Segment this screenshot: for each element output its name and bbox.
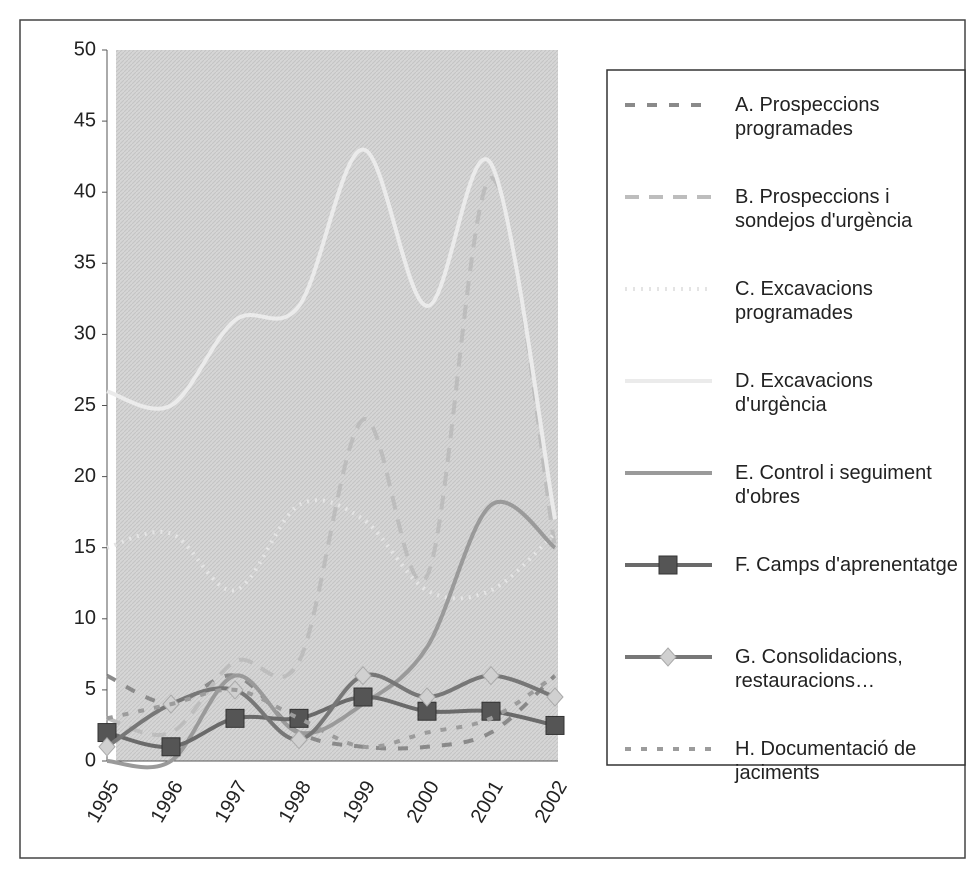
data-point — [225, 708, 245, 728]
x-tick-label: 2002 — [531, 777, 572, 827]
legend-label: H. Documentació de jaciments — [735, 738, 917, 784]
legend-label: C. Excavacions programades — [735, 278, 873, 324]
x-tick-label: 2000 — [403, 777, 444, 827]
data-point — [161, 737, 181, 757]
data-point — [290, 729, 308, 750]
x-tick-label: 1997 — [211, 777, 252, 827]
data-point — [418, 687, 436, 707]
legend-label: F. Camps d'aprenentatge — [735, 554, 958, 576]
y-tick-label: 25 — [74, 394, 96, 416]
y-tick-label: 30 — [74, 323, 96, 345]
legend-marker — [658, 555, 678, 575]
y-tick-label: 50 — [74, 38, 96, 60]
x-tick-label: 1996 — [147, 777, 188, 827]
y-tick-label: 45 — [74, 109, 96, 131]
y-tick-label: 35 — [74, 252, 96, 274]
legend-label: A. Prospeccions programades — [735, 94, 880, 140]
x-tick-label: 1998 — [275, 777, 316, 827]
legend-label: G. Consolidacions, restauracions… — [735, 646, 903, 692]
x-tick-label: 1995 — [83, 777, 124, 827]
data-point — [354, 665, 372, 686]
y-tick-label: 10 — [74, 607, 96, 629]
series-line — [105, 672, 556, 749]
data-point — [546, 687, 564, 707]
legend-label: D. Excavacions d'urgència — [735, 370, 873, 416]
plot-area — [116, 50, 558, 761]
x-tick-label: 2001 — [467, 777, 508, 827]
y-tick-label: 15 — [74, 536, 96, 558]
x-tick-label: 1999 — [339, 777, 380, 827]
series-line — [106, 673, 557, 751]
legend-label: B. Prospeccions i sondejos d'urgència — [735, 186, 913, 232]
y-tick-label: 40 — [74, 180, 96, 202]
y-tick-label: 5 — [85, 678, 96, 700]
data-point — [545, 715, 565, 735]
data-point — [98, 737, 116, 757]
legend-label: E. Control i seguiment d'obres — [735, 462, 932, 508]
legend-marker — [659, 647, 677, 667]
y-tick-label: 0 — [85, 749, 96, 771]
data-point — [353, 687, 373, 707]
series-line — [106, 147, 557, 520]
series-line — [106, 498, 557, 601]
y-tick-label: 20 — [74, 465, 96, 487]
data-point — [482, 665, 500, 686]
series-line — [106, 175, 557, 737]
data-point — [289, 708, 309, 728]
